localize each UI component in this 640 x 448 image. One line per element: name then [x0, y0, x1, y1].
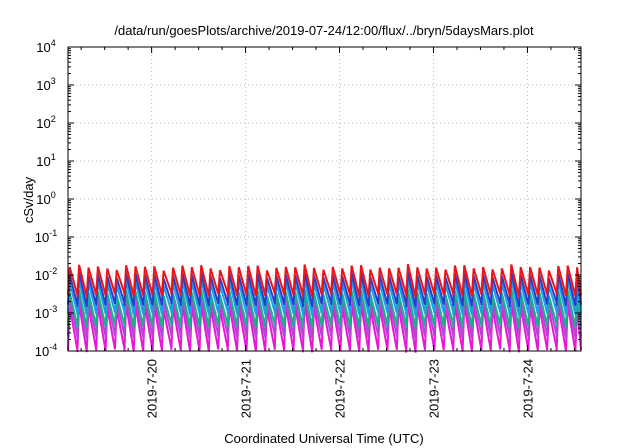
y-tick-label: 101 [36, 152, 55, 169]
y-tick-label: 10-2 [35, 266, 57, 283]
series-line-1 [67, 263, 582, 298]
y-tick-label: 102 [36, 114, 55, 131]
chart-title: /data/run/goesPlots/archive/2019-07-24/1… [114, 23, 534, 38]
y-axis-label: cSv/day [21, 176, 36, 223]
y-tick-label: 104 [36, 38, 55, 55]
y-tick-label: 10-3 [35, 304, 57, 321]
y-tick-label: 103 [36, 76, 55, 93]
y-tick-label: 100 [36, 190, 55, 207]
x-tick-label: 2019-7-21 [239, 359, 254, 418]
x-tick-label: 2019-7-24 [520, 359, 535, 418]
x-tick-label: 2019-7-23 [426, 359, 441, 418]
y-tick-label: 10-4 [35, 342, 57, 359]
x-tick-label: 2019-7-22 [333, 359, 348, 418]
x-tick-label: 2019-7-20 [145, 359, 160, 418]
x-axis-label: Coordinated Universal Time (UTC) [224, 431, 423, 446]
data-series [67, 263, 582, 353]
axis-ticks: 10-4 10-3 10-2 10-1 100 101 102 103 104 2019-7-20… [35, 38, 581, 418]
y-tick-label: 10-1 [35, 228, 57, 245]
